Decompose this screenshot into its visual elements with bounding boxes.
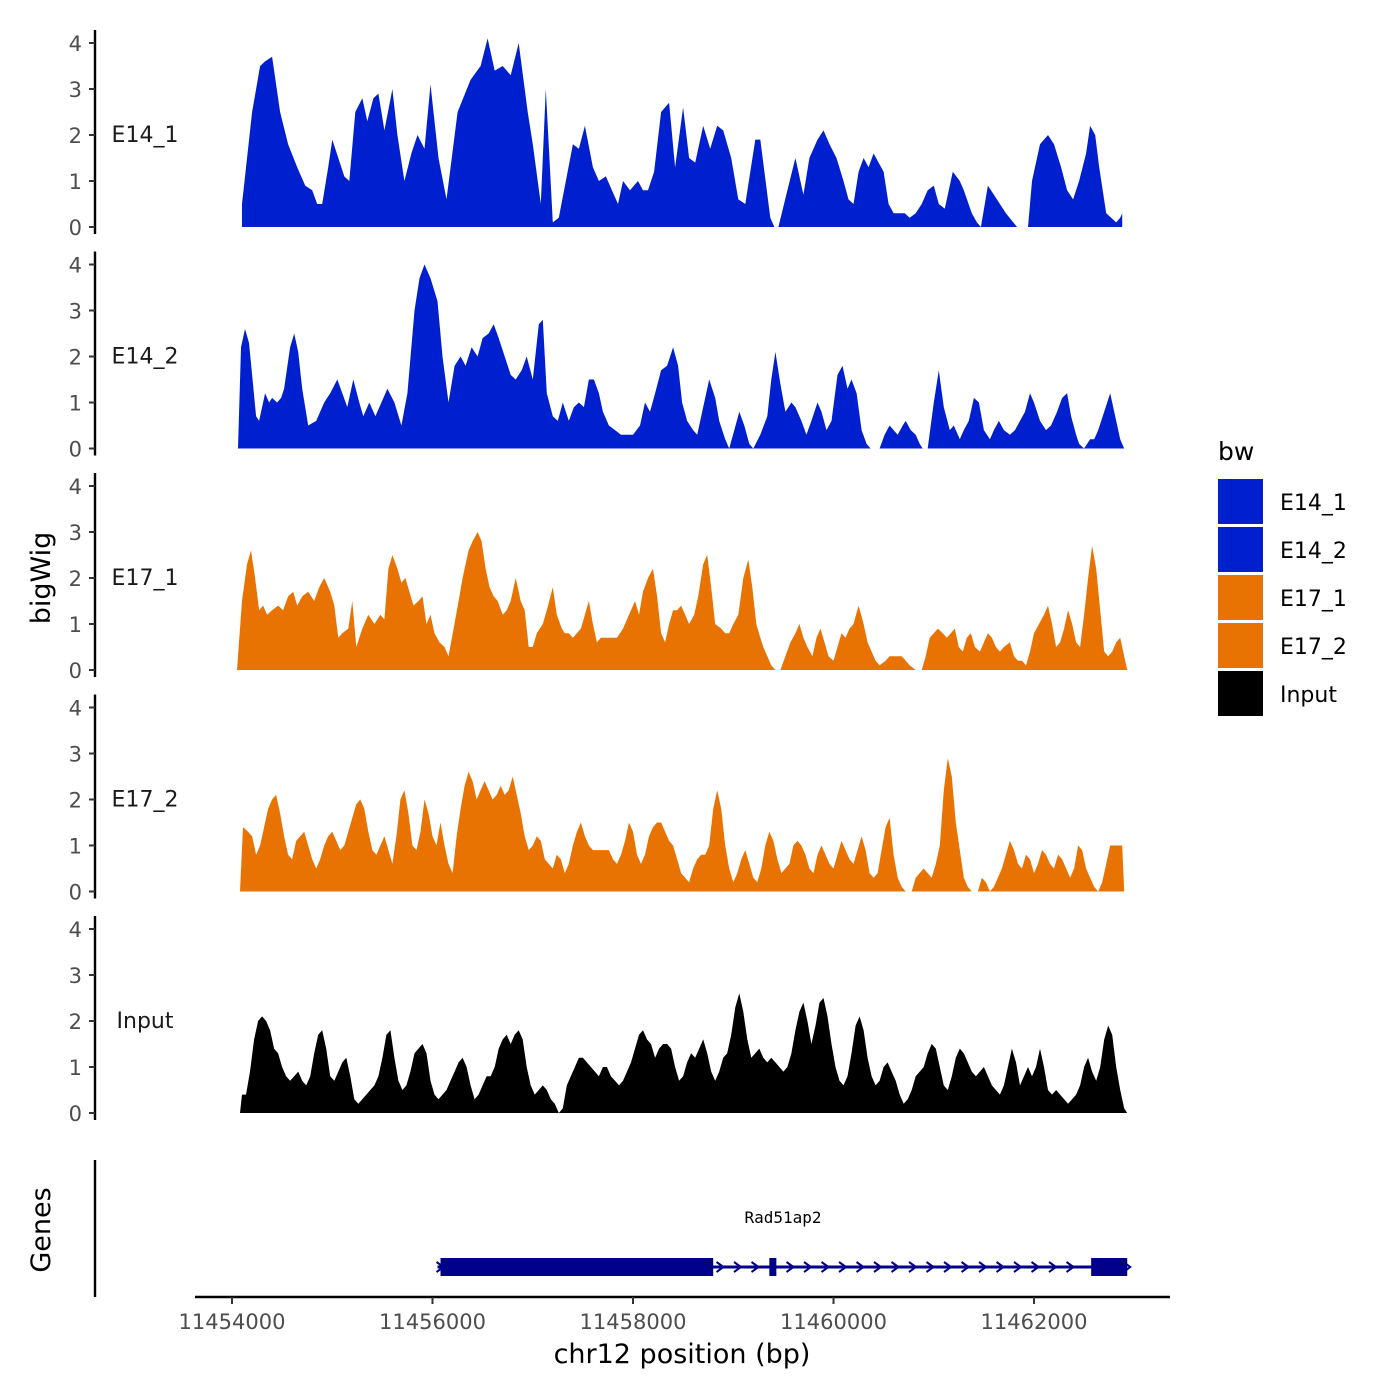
gene-name-label: Rad51ap2 bbox=[744, 1208, 821, 1227]
gene-model bbox=[435, 1258, 1132, 1276]
y-tick-label: 4 bbox=[69, 32, 82, 56]
coverage-area-e14-1 bbox=[242, 38, 1123, 228]
coverage-area-e17-1 bbox=[237, 532, 1128, 670]
track-e17-2: 0 1 2 3 4 E17_2 bbox=[69, 694, 1125, 905]
track-input: 0 1 2 3 4 Input bbox=[69, 916, 1128, 1126]
x-tick-label: 11456000 bbox=[379, 1310, 486, 1334]
y-axis-title: bigWig bbox=[26, 532, 57, 625]
legend: bw E14_1 E14_2 E17_1 E17_2 Input bbox=[1218, 437, 1347, 716]
gene-exon bbox=[1091, 1258, 1128, 1276]
strand-arrow bbox=[873, 1261, 883, 1273]
y-tick-label: 0 bbox=[69, 438, 82, 462]
y-tick-label: 1 bbox=[69, 1056, 82, 1080]
y-tick-label: 3 bbox=[69, 78, 82, 102]
legend-swatch-e14-1 bbox=[1218, 479, 1263, 524]
y-tick-label: 4 bbox=[69, 475, 82, 499]
y-tick-label: 1 bbox=[69, 835, 82, 859]
y-tick-label: 2 bbox=[69, 567, 82, 591]
track-label: E14_2 bbox=[112, 345, 179, 370]
legend-label-e17-2: E17_2 bbox=[1280, 635, 1347, 660]
x-tick-label: 11458000 bbox=[580, 1310, 687, 1334]
track-label: E14_1 bbox=[112, 123, 179, 148]
y-tick-label: 0 bbox=[69, 216, 82, 240]
genes-panel: Rad51ap2 bbox=[93, 1160, 1132, 1297]
track-e17-1: 0 1 2 3 4 E17_1 bbox=[69, 473, 1128, 683]
legend-label-e14-2: E14_2 bbox=[1280, 539, 1347, 564]
track-e14-1: 0 1 2 3 4 E14_1 bbox=[69, 30, 1123, 240]
strand-arrow bbox=[943, 1261, 953, 1273]
y-tick-label: 4 bbox=[69, 254, 82, 278]
track-label: Input bbox=[117, 1009, 174, 1034]
gene-exon bbox=[769, 1258, 777, 1276]
y-tick-label: 3 bbox=[69, 964, 82, 988]
legend-swatch-e17-2 bbox=[1218, 623, 1263, 668]
strand-arrow bbox=[733, 1261, 743, 1273]
legend-label-e14-1: E14_1 bbox=[1280, 491, 1347, 516]
y-tick-label: 1 bbox=[69, 170, 82, 194]
legend-title: bw bbox=[1218, 437, 1254, 466]
y-tick-label: 1 bbox=[69, 392, 82, 416]
y-tick-label: 2 bbox=[69, 124, 82, 148]
y-tick-label: 0 bbox=[69, 881, 82, 905]
strand-arrow bbox=[995, 1261, 1006, 1273]
strand-arrow bbox=[785, 1261, 796, 1273]
y-tick-label: 2 bbox=[69, 346, 82, 370]
y-tick-label: 3 bbox=[69, 743, 82, 767]
legend-swatch-e14-2 bbox=[1218, 527, 1263, 572]
gene-exon bbox=[440, 1258, 714, 1276]
coverage-area-e17-2 bbox=[240, 758, 1125, 892]
track-label: E17_1 bbox=[112, 566, 179, 591]
strand-arrow bbox=[978, 1261, 988, 1273]
x-axis: 11454000 11456000 11458000 11460000 11462000 bbox=[179, 1295, 1170, 1334]
strand-arrow bbox=[803, 1261, 813, 1273]
y-tick-label: 2 bbox=[69, 789, 82, 813]
legend-swatch-input bbox=[1218, 671, 1263, 716]
y-tick-label: 4 bbox=[69, 918, 82, 942]
strand-arrow bbox=[908, 1261, 918, 1273]
strand-arrow bbox=[1030, 1261, 1041, 1273]
strand-arrow bbox=[855, 1261, 866, 1273]
coverage-tracks: 0 1 2 3 4 E14_1 0 1 2 3 4 E14_2 0 1 2 3 4 E17_1 0 1 2 3 4 E17_2… bbox=[69, 30, 1128, 1126]
legend-label-input: Input bbox=[1280, 683, 1337, 708]
legend-label-e17-1: E17_1 bbox=[1280, 587, 1347, 612]
strand-arrow bbox=[750, 1261, 761, 1273]
track-e14-2: 0 1 2 3 4 E14_2 bbox=[69, 251, 1125, 462]
strand-arrow bbox=[1065, 1261, 1076, 1273]
x-axis-title: chr12 position (bp) bbox=[554, 1339, 811, 1370]
y-tick-label: 3 bbox=[69, 521, 82, 545]
strand-arrow bbox=[890, 1261, 901, 1273]
y-tick-label: 4 bbox=[69, 697, 82, 721]
coverage-area-e14-2 bbox=[238, 264, 1125, 449]
x-tick-label: 11454000 bbox=[179, 1310, 286, 1334]
x-tick-label: 11462000 bbox=[981, 1310, 1088, 1334]
strand-arrow bbox=[960, 1261, 971, 1273]
track-label: E17_2 bbox=[112, 788, 179, 813]
y-tick-label: 0 bbox=[69, 1102, 82, 1126]
strand-arrow bbox=[820, 1261, 831, 1273]
y-tick-label: 1 bbox=[69, 613, 82, 637]
strand-arrow bbox=[1013, 1261, 1023, 1273]
strand-arrow bbox=[838, 1261, 848, 1273]
y-tick-label: 2 bbox=[69, 1010, 82, 1034]
y-tick-label: 3 bbox=[69, 300, 82, 324]
genes-panel-title: Genes bbox=[26, 1187, 57, 1272]
strand-arrow bbox=[1048, 1261, 1058, 1273]
strand-arrow bbox=[1121, 1260, 1132, 1274]
legend-swatch-e17-1 bbox=[1218, 575, 1263, 620]
strand-arrow bbox=[715, 1261, 726, 1273]
y-tick-label: 0 bbox=[69, 659, 82, 683]
x-tick-label: 11460000 bbox=[780, 1310, 887, 1334]
strand-arrow bbox=[925, 1261, 936, 1273]
coverage-area-input bbox=[240, 993, 1128, 1113]
